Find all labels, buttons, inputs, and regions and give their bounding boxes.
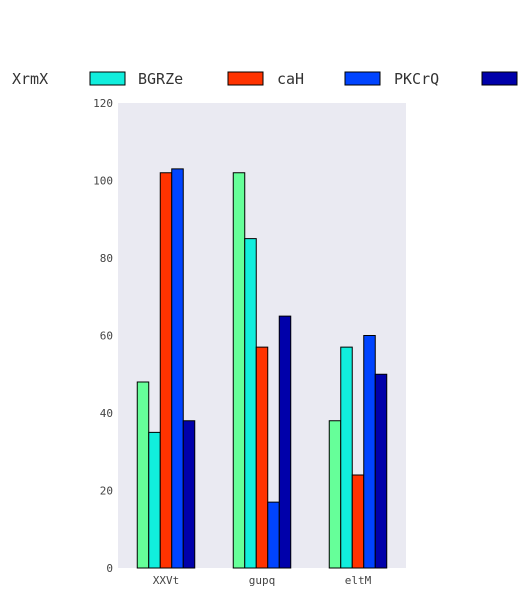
- x-axis: XXVt gupq eltM: [153, 574, 372, 587]
- legend-label: caH: [277, 70, 304, 88]
- legend-swatch: [89, 71, 126, 86]
- bar: [363, 335, 376, 569]
- bar: [267, 501, 280, 569]
- x-tick-label: gupq: [249, 574, 276, 587]
- bar: [351, 474, 365, 569]
- legend-label: XrmX: [12, 70, 48, 88]
- bar: [136, 381, 150, 569]
- legend-swatch: [481, 71, 518, 86]
- y-tick-label: 120: [93, 97, 113, 110]
- y-axis: 0 20 40 60 80 100 120: [93, 97, 113, 575]
- bar: [171, 168, 184, 569]
- y-tick-label: 20: [100, 485, 113, 498]
- y-tick-label: 40: [100, 407, 113, 420]
- bar: [340, 346, 353, 569]
- x-tick-label: eltM: [345, 574, 372, 587]
- legend-swatch: [344, 71, 381, 86]
- bar: [278, 315, 292, 569]
- bars: [136, 168, 388, 569]
- bar: [148, 431, 161, 569]
- bar: [255, 346, 269, 569]
- bar: [374, 373, 388, 569]
- y-tick-label: 100: [93, 175, 113, 188]
- bar: [244, 238, 257, 569]
- bar: [182, 420, 196, 569]
- y-tick-label: 60: [100, 330, 113, 343]
- y-tick-label: 80: [100, 252, 113, 265]
- legend-label: PKCrQ: [394, 70, 439, 88]
- y-tick-label: 0: [106, 562, 113, 575]
- bar: [328, 420, 342, 569]
- bar: [232, 172, 246, 569]
- legend-swatch: [227, 71, 264, 86]
- legend: XrmX BGRZe caH PKCrQ: [12, 70, 518, 88]
- legend-label: BGRZe: [138, 70, 183, 88]
- bar: [159, 172, 173, 569]
- x-tick-label: XXVt: [153, 574, 180, 587]
